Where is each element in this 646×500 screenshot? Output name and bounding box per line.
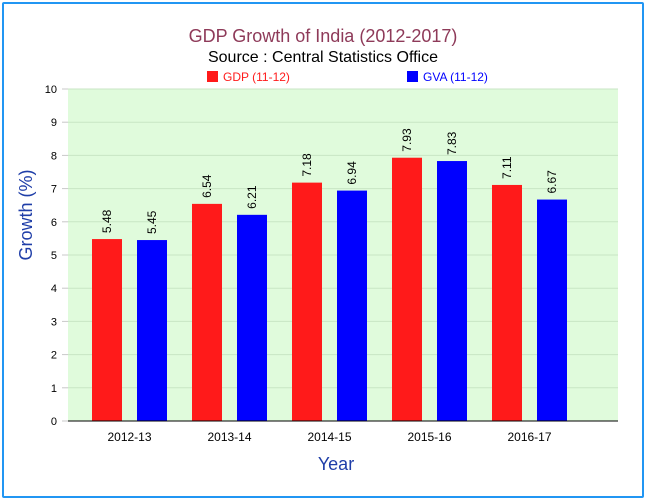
bar-label-gva-2012-13: 5.45 (145, 210, 159, 234)
y-axis-title: Growth (%) (16, 169, 36, 260)
bar-gdp-2014-15 (292, 182, 322, 421)
y-tick-label-2: 2 (51, 350, 57, 362)
bar-gdp-2016-17 (492, 184, 522, 421)
y-tick-label-9: 9 (51, 117, 57, 129)
bar-label-gva-2016-17: 6.67 (545, 170, 559, 194)
bar-gdp-2013-14 (192, 203, 222, 421)
x-tick-label-2013-14: 2013-14 (207, 430, 251, 444)
bar-gdp-2015-16 (392, 157, 422, 421)
y-tick-label-3: 3 (51, 316, 57, 328)
y-tick-label-10: 10 (45, 84, 57, 96)
x-tick-label-2015-16: 2015-16 (407, 430, 451, 444)
bar-gva-2014-15 (337, 190, 367, 421)
y-tick-label-6: 6 (51, 217, 57, 229)
bar-value-labels: 5.48 5.45 6.54 6.21 7.18 6.94 7.93 7.83 7.11 6.67 (100, 128, 559, 234)
chart-title: GDP Growth of India (2012-2017) (189, 26, 458, 46)
y-axis-ticks: 0 1 2 3 4 5 6 7 8 9 10 (45, 84, 68, 428)
bar-gva-2015-16 (437, 161, 467, 421)
bar-gva-2012-13 (137, 240, 167, 421)
chart-subtitle: Source : Central Statistics Office (208, 49, 438, 66)
bars (92, 157, 567, 421)
y-tick-label-0: 0 (51, 416, 57, 428)
bar-label-gva-2015-16: 7.83 (445, 131, 459, 155)
legend-label-gdp: GDP (11-12) (223, 70, 290, 84)
x-axis-title: Year (318, 454, 354, 474)
legend: GDP (11-12) GVA (11-12) (207, 70, 488, 84)
x-tick-label-2016-17: 2016-17 (507, 430, 551, 444)
legend-swatch-gva (407, 71, 418, 82)
bar-label-gdp-2016-17: 7.11 (500, 156, 514, 179)
x-tick-label-2012-13: 2012-13 (107, 430, 151, 444)
bar-label-gdp-2013-14: 6.54 (200, 174, 214, 198)
bar-label-gva-2014-15: 6.94 (345, 161, 359, 185)
bar-gdp-2012-13 (92, 239, 122, 421)
x-axis-ticks: 2012-13 2013-14 2014-15 2015-16 2016-17 (107, 430, 551, 444)
bar-label-gva-2013-14: 6.21 (245, 185, 259, 209)
bar-gva-2016-17 (537, 199, 567, 421)
bar-label-gdp-2012-13: 5.48 (100, 209, 114, 233)
bar-label-gdp-2015-16: 7.93 (400, 128, 414, 152)
y-tick-label-5: 5 (51, 250, 57, 262)
legend-swatch-gdp (207, 71, 218, 82)
y-tick-label-1: 1 (51, 383, 57, 395)
y-tick-label-7: 7 (51, 184, 57, 196)
bar-label-gdp-2014-15: 7.18 (300, 153, 314, 177)
y-tick-label-4: 4 (51, 283, 57, 295)
bar-gva-2013-14 (237, 214, 267, 421)
y-tick-label-8: 8 (51, 150, 57, 162)
x-tick-label-2014-15: 2014-15 (307, 430, 351, 444)
legend-label-gva: GVA (11-12) (423, 70, 488, 84)
